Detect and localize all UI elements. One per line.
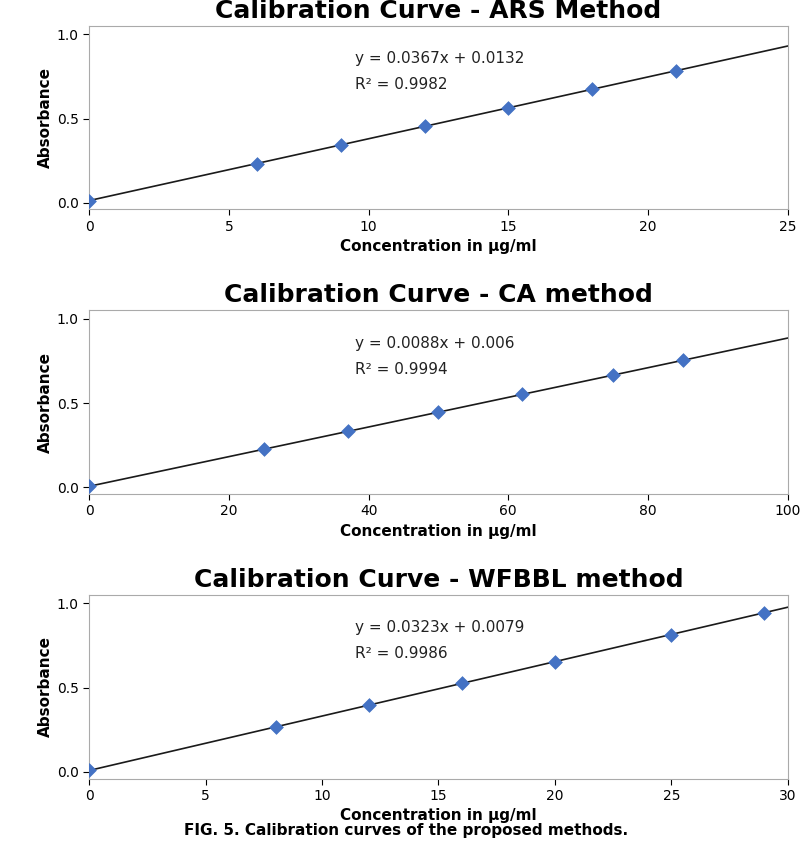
Point <box>83 194 96 208</box>
Title: Calibration Curve - CA method: Calibration Curve - CA method <box>224 283 652 307</box>
Text: y = 0.0323x + 0.0079: y = 0.0323x + 0.0079 <box>354 620 523 635</box>
X-axis label: Concentration in μg/ml: Concentration in μg/ml <box>340 809 536 823</box>
Point <box>515 388 528 401</box>
Point <box>431 405 444 419</box>
Text: R² = 0.9986: R² = 0.9986 <box>354 646 447 661</box>
Point <box>341 425 354 439</box>
X-axis label: Concentration in μg/ml: Concentration in μg/ml <box>340 524 536 539</box>
Y-axis label: Absorbance: Absorbance <box>37 352 53 452</box>
Point <box>83 479 96 493</box>
Title: Calibration Curve - ARS Method: Calibration Curve - ARS Method <box>215 0 661 22</box>
Point <box>606 368 619 382</box>
Y-axis label: Absorbance: Absorbance <box>37 637 53 737</box>
Text: FIG. 5. Calibration curves of the proposed methods.: FIG. 5. Calibration curves of the propos… <box>184 823 627 838</box>
Point <box>455 676 468 690</box>
Title: Calibration Curve - WFBBL method: Calibration Curve - WFBBL method <box>194 567 682 592</box>
Point <box>547 655 560 669</box>
Point <box>757 606 770 619</box>
Point <box>334 138 347 152</box>
Point <box>501 101 514 115</box>
Text: R² = 0.9982: R² = 0.9982 <box>354 77 447 92</box>
Text: y = 0.0367x + 0.0132: y = 0.0367x + 0.0132 <box>354 51 523 67</box>
Y-axis label: Absorbance: Absorbance <box>37 67 53 168</box>
Point <box>664 628 677 642</box>
Point <box>418 119 431 133</box>
Text: y = 0.0088x + 0.006: y = 0.0088x + 0.006 <box>354 336 513 351</box>
Point <box>257 442 270 456</box>
Point <box>668 64 681 78</box>
Point <box>83 764 96 778</box>
Point <box>268 720 281 734</box>
Point <box>362 698 375 712</box>
Point <box>585 82 598 96</box>
Text: R² = 0.9994: R² = 0.9994 <box>354 362 447 376</box>
Point <box>250 157 263 170</box>
Point <box>676 354 689 368</box>
X-axis label: Concentration in μg/ml: Concentration in μg/ml <box>340 240 536 254</box>
